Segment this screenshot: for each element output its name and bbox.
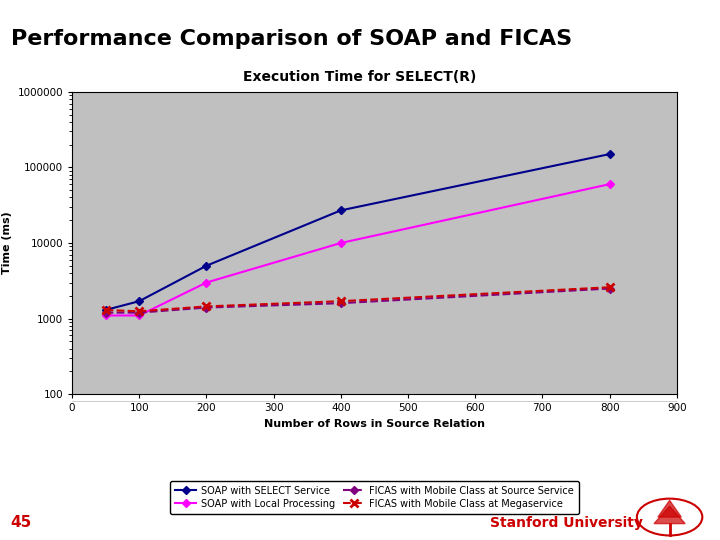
Y-axis label: Time (ms): Time (ms) <box>1 212 12 274</box>
X-axis label: Number of Rows in Source Relation: Number of Rows in Source Relation <box>264 419 485 429</box>
Polygon shape <box>654 506 685 524</box>
Text: 45: 45 <box>11 515 32 530</box>
Text: Performance Comparison of SOAP and FICAS: Performance Comparison of SOAP and FICAS <box>11 29 572 49</box>
Text: Execution Time for SELECT(R): Execution Time for SELECT(R) <box>243 70 477 84</box>
Legend: SOAP with SELECT Service, SOAP with Local Processing, FICAS with Mobile Class at: SOAP with SELECT Service, SOAP with Loca… <box>170 481 579 514</box>
Polygon shape <box>658 501 681 517</box>
Text: Stanford University: Stanford University <box>490 516 642 530</box>
